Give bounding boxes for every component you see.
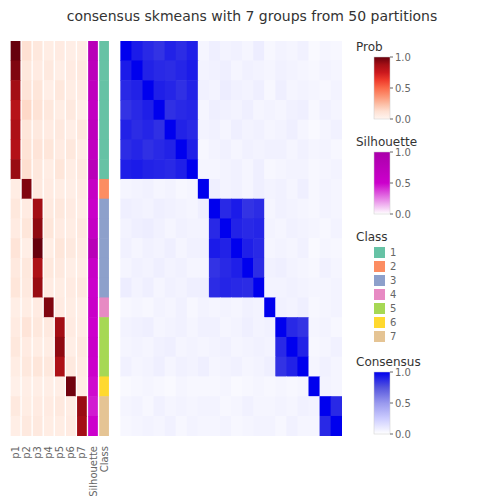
svg-text:7: 7 [390, 331, 396, 342]
svg-text:0.5: 0.5 [395, 83, 411, 94]
svg-text:1.0: 1.0 [395, 147, 411, 158]
svg-text:p2: p2 [21, 446, 32, 459]
svg-text:Silhouette: Silhouette [356, 135, 417, 149]
svg-text:1.0: 1.0 [395, 367, 411, 378]
svg-text:0.5: 0.5 [395, 178, 411, 189]
svg-text:1: 1 [390, 247, 396, 258]
svg-text:3: 3 [390, 275, 396, 286]
svg-text:p7: p7 [76, 446, 87, 459]
svg-text:4: 4 [390, 289, 396, 300]
svg-text:Prob: Prob [356, 40, 383, 54]
svg-text:p1: p1 [10, 446, 21, 459]
svg-text:p5: p5 [54, 446, 65, 459]
html-text:consensus skmeans with 7 group: consensus skmeans with 7 groups from 50 … [66, 8, 438, 24]
svg-text:Class: Class [356, 230, 388, 244]
svg-text:1.0: 1.0 [395, 52, 411, 63]
svg-text:Silhouette: Silhouette [88, 446, 99, 497]
svg-text:Class: Class [99, 446, 110, 472]
svg-text:p3: p3 [32, 446, 43, 459]
svg-text:0.0: 0.0 [395, 429, 411, 440]
svg-text:0.0: 0.0 [395, 209, 411, 220]
svg-text:5: 5 [390, 303, 396, 314]
svg-text:p4: p4 [43, 446, 54, 459]
svg-text:Consensus: Consensus [356, 355, 421, 369]
svg-text:0.5: 0.5 [395, 398, 411, 409]
svg-text:p6: p6 [65, 446, 76, 459]
svg-text:2: 2 [390, 261, 396, 272]
svg-text:6: 6 [390, 317, 396, 328]
svg-text:0.0: 0.0 [395, 114, 411, 125]
